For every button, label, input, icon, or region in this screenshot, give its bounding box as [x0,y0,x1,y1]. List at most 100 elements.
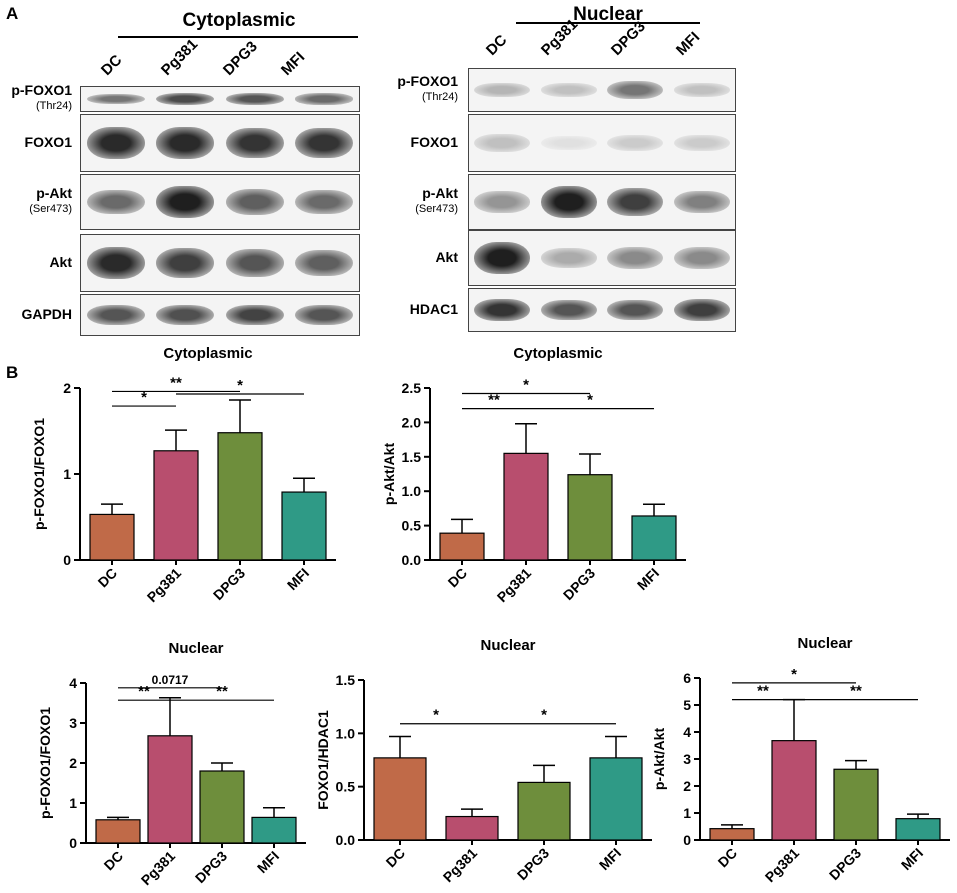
x-tick-label: Pg381 [144,565,185,606]
blot-band [474,298,531,322]
bar-dpg3 [199,770,245,844]
nuc-blot-foxo1 [468,114,736,172]
y-tick-label: 1.5 [336,672,356,688]
x-tick-label: DC [100,848,126,874]
blot-sublabel-text: (Ser473) [415,203,458,215]
cyto-blot-p-foxo1 [80,86,360,112]
y-tick-label: 2 [69,755,77,771]
significance-label: ** [488,392,500,409]
x-tick-label: DC [714,845,740,871]
cyto-blot-foxo1 [80,114,360,172]
x-tick-label: MFI [254,848,282,876]
y-tick-label: 2 [683,778,691,794]
blot-band [225,127,284,159]
cyto-lane-label-dc: DC [97,51,126,79]
nuc-blot-hdac1 [468,288,736,332]
nuc-blot-label-foxo1: FOXO1 [370,134,458,150]
x-tick-label: DPG3 [560,565,598,603]
blot-band [86,127,145,159]
bar-dc [89,513,135,561]
bar-dpg3 [217,432,263,561]
blot-band [225,189,284,215]
cyto-blot-akt [80,234,360,292]
blot-band [156,127,215,159]
blot-band [295,305,354,325]
blot-band [225,93,284,105]
blot-band [156,304,215,326]
nuc-blot-p-foxo1 [468,68,736,112]
x-tick-label: DPG3 [210,565,248,603]
y-tick-label: 0.5 [402,518,422,534]
nuclear-blot-title: Nuclear [573,4,643,25]
blot-label-text: Akt [49,254,72,270]
y-tick-label: 1 [63,466,71,482]
cyto-blot-label-foxo1: FOXO1 [0,134,72,150]
blot-band [225,249,284,277]
y-tick-label: 2.5 [402,380,422,396]
cyto-blot-label-akt: Akt [0,254,72,270]
nuc-blot-label-p-foxo1: p-FOXO1 (Thr24) [370,73,458,105]
blot-label-text: p-FOXO1 [397,73,458,89]
blot-band [295,127,354,159]
panel-a-letter: A [6,4,19,23]
nuc-blot-label-p-akt: p-Akt (Ser473) [370,185,458,217]
significance-label: * [791,666,797,683]
bar-pg381 [153,450,199,561]
cyto-blot-gapdh [80,294,360,336]
y-tick-label: 5 [683,697,691,713]
nuc-blot-label-akt: Akt [370,249,458,265]
y-tick-label: 0 [683,832,691,848]
blot-band [295,189,354,215]
significance-label: ** [216,683,228,700]
nuc-lane-label-dc: DC [482,31,511,59]
bar-mfi [251,816,297,844]
bar-dc [709,828,755,841]
y-axis-label: p-Akt/Akt [651,728,667,791]
cyto-blot-label-p-foxo1: p-FOXO1 (Thr24) [0,82,72,114]
blot-band [607,187,664,217]
cyto-lane-label-dpg3: DPG3 [219,38,261,79]
blot-band [607,246,664,269]
x-tick-label: MFI [898,845,926,873]
x-tick-label: DC [382,845,408,871]
chart-title: Nuclear [168,640,223,657]
cyto-lane-label-pg381: Pg381 [157,35,202,79]
significance-label: ** [850,683,862,700]
blot-band [607,299,664,321]
significance-label: ** [138,683,150,700]
bar-dpg3 [567,474,613,561]
blot-sublabel-text: (Ser473) [29,203,72,215]
y-tick-label: 6 [683,670,691,686]
nuc-blot-label-hdac1: HDAC1 [370,301,458,317]
x-tick-label: DPG3 [192,848,230,886]
blot-band [156,248,215,278]
bar-pg381 [771,740,817,841]
blot-band [607,134,664,152]
y-tick-label: 0.0 [402,552,422,568]
bar-dc [95,819,141,844]
significance-label: * [523,377,529,394]
significance-label: ** [757,683,769,700]
blot-band [540,186,597,218]
blot-band [156,92,215,106]
blot-sublabel-text: (Thr24) [35,100,72,112]
blot-band [673,83,730,97]
x-tick-label: DPG3 [826,845,864,883]
blot-band [673,134,730,152]
x-tick-label: DC [94,565,120,591]
bar-mfi [895,818,941,841]
blot-band [474,134,531,152]
blot-band [295,249,354,277]
bar-pg381 [445,815,499,841]
y-tick-label: 0.5 [336,779,356,795]
y-axis-label: FOXO1/HDAC1 [315,710,331,810]
chart-title: Nuclear [797,635,852,652]
significance-label: 0.0717 [152,673,189,687]
cyto-blot-p-akt [80,174,360,230]
bar-mfi [589,757,643,841]
x-tick-label: MFI [596,845,624,873]
blot-band [86,93,145,105]
bar-pg381 [147,735,193,844]
chart-title: Cytoplasmic [163,345,252,362]
